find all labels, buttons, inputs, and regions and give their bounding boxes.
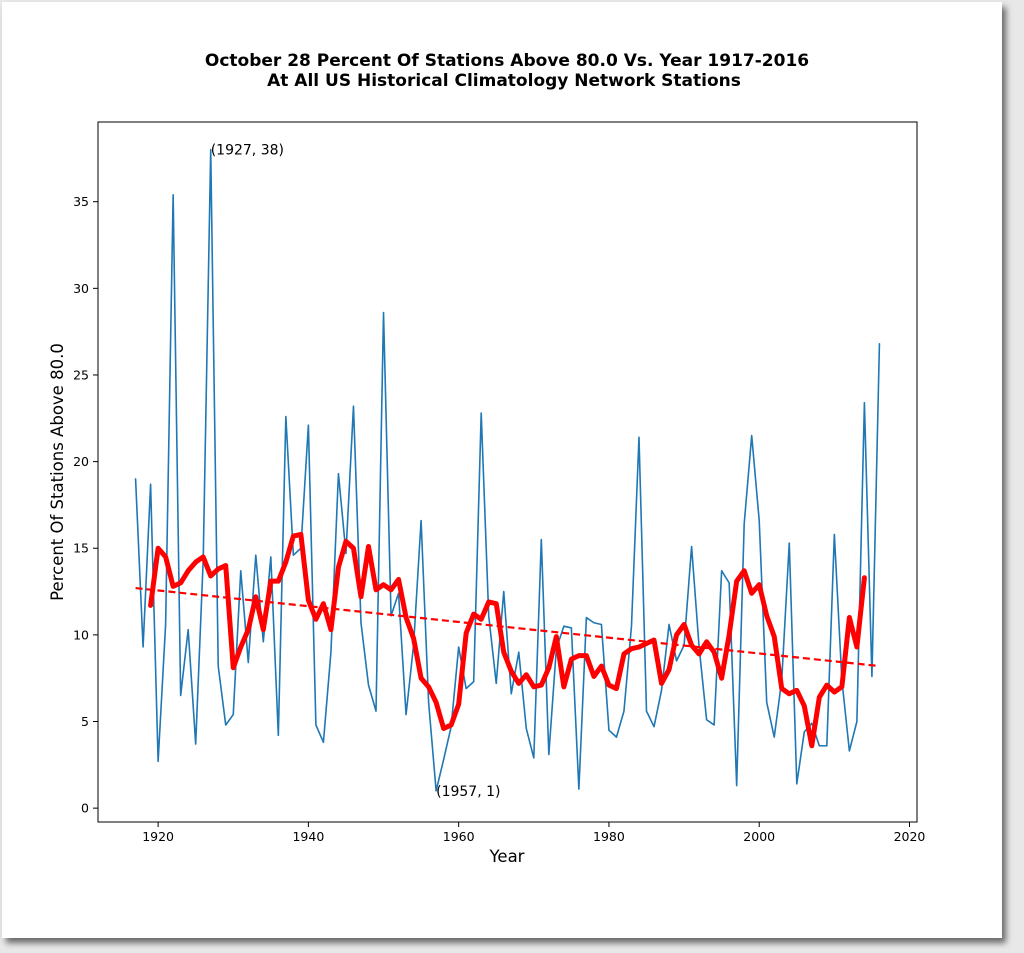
annotations: (1927, 38) (1957, 1) (211, 143, 501, 800)
y-axis-ticks: 0 5 10 15 20 25 30 35 (73, 194, 98, 816)
y-tick-label: 0 (81, 801, 89, 816)
plot-series (134, 148, 881, 792)
y-tick-label: 5 (81, 714, 89, 729)
chart-subtitle: At All US Historical Climatology Network… (267, 71, 741, 91)
x-tick-label: 2020 (894, 829, 926, 844)
y-tick-label: 30 (73, 281, 89, 296)
x-tick-label: 1920 (142, 829, 174, 844)
x-tick-label: 1960 (443, 829, 475, 844)
x-tick-label: 2000 (743, 829, 775, 844)
y-tick-label: 25 (73, 367, 89, 382)
trend-line (135, 586, 880, 668)
y-axis-label: Percent Of Stations Above 80.0 (48, 343, 67, 601)
point-annotation: (1957, 1) (436, 784, 500, 800)
moving-average-line (148, 531, 867, 749)
x-axis-ticks: 1920 1940 1960 1980 2000 2020 (142, 822, 925, 844)
y-tick-label: 10 (73, 627, 89, 642)
point-annotation: (1927, 38) (211, 143, 284, 159)
daily-percent-line (134, 148, 881, 792)
x-axis-label: Year (489, 847, 525, 866)
y-tick-label: 15 (73, 541, 89, 556)
x-tick-label: 1940 (292, 829, 324, 844)
y-tick-label: 35 (73, 194, 89, 209)
plot-frame (97, 121, 918, 823)
x-tick-label: 1980 (593, 829, 625, 844)
y-tick-label: 20 (73, 454, 89, 469)
chart-title: October 28 Percent Of Stations Above 80.… (205, 51, 809, 71)
